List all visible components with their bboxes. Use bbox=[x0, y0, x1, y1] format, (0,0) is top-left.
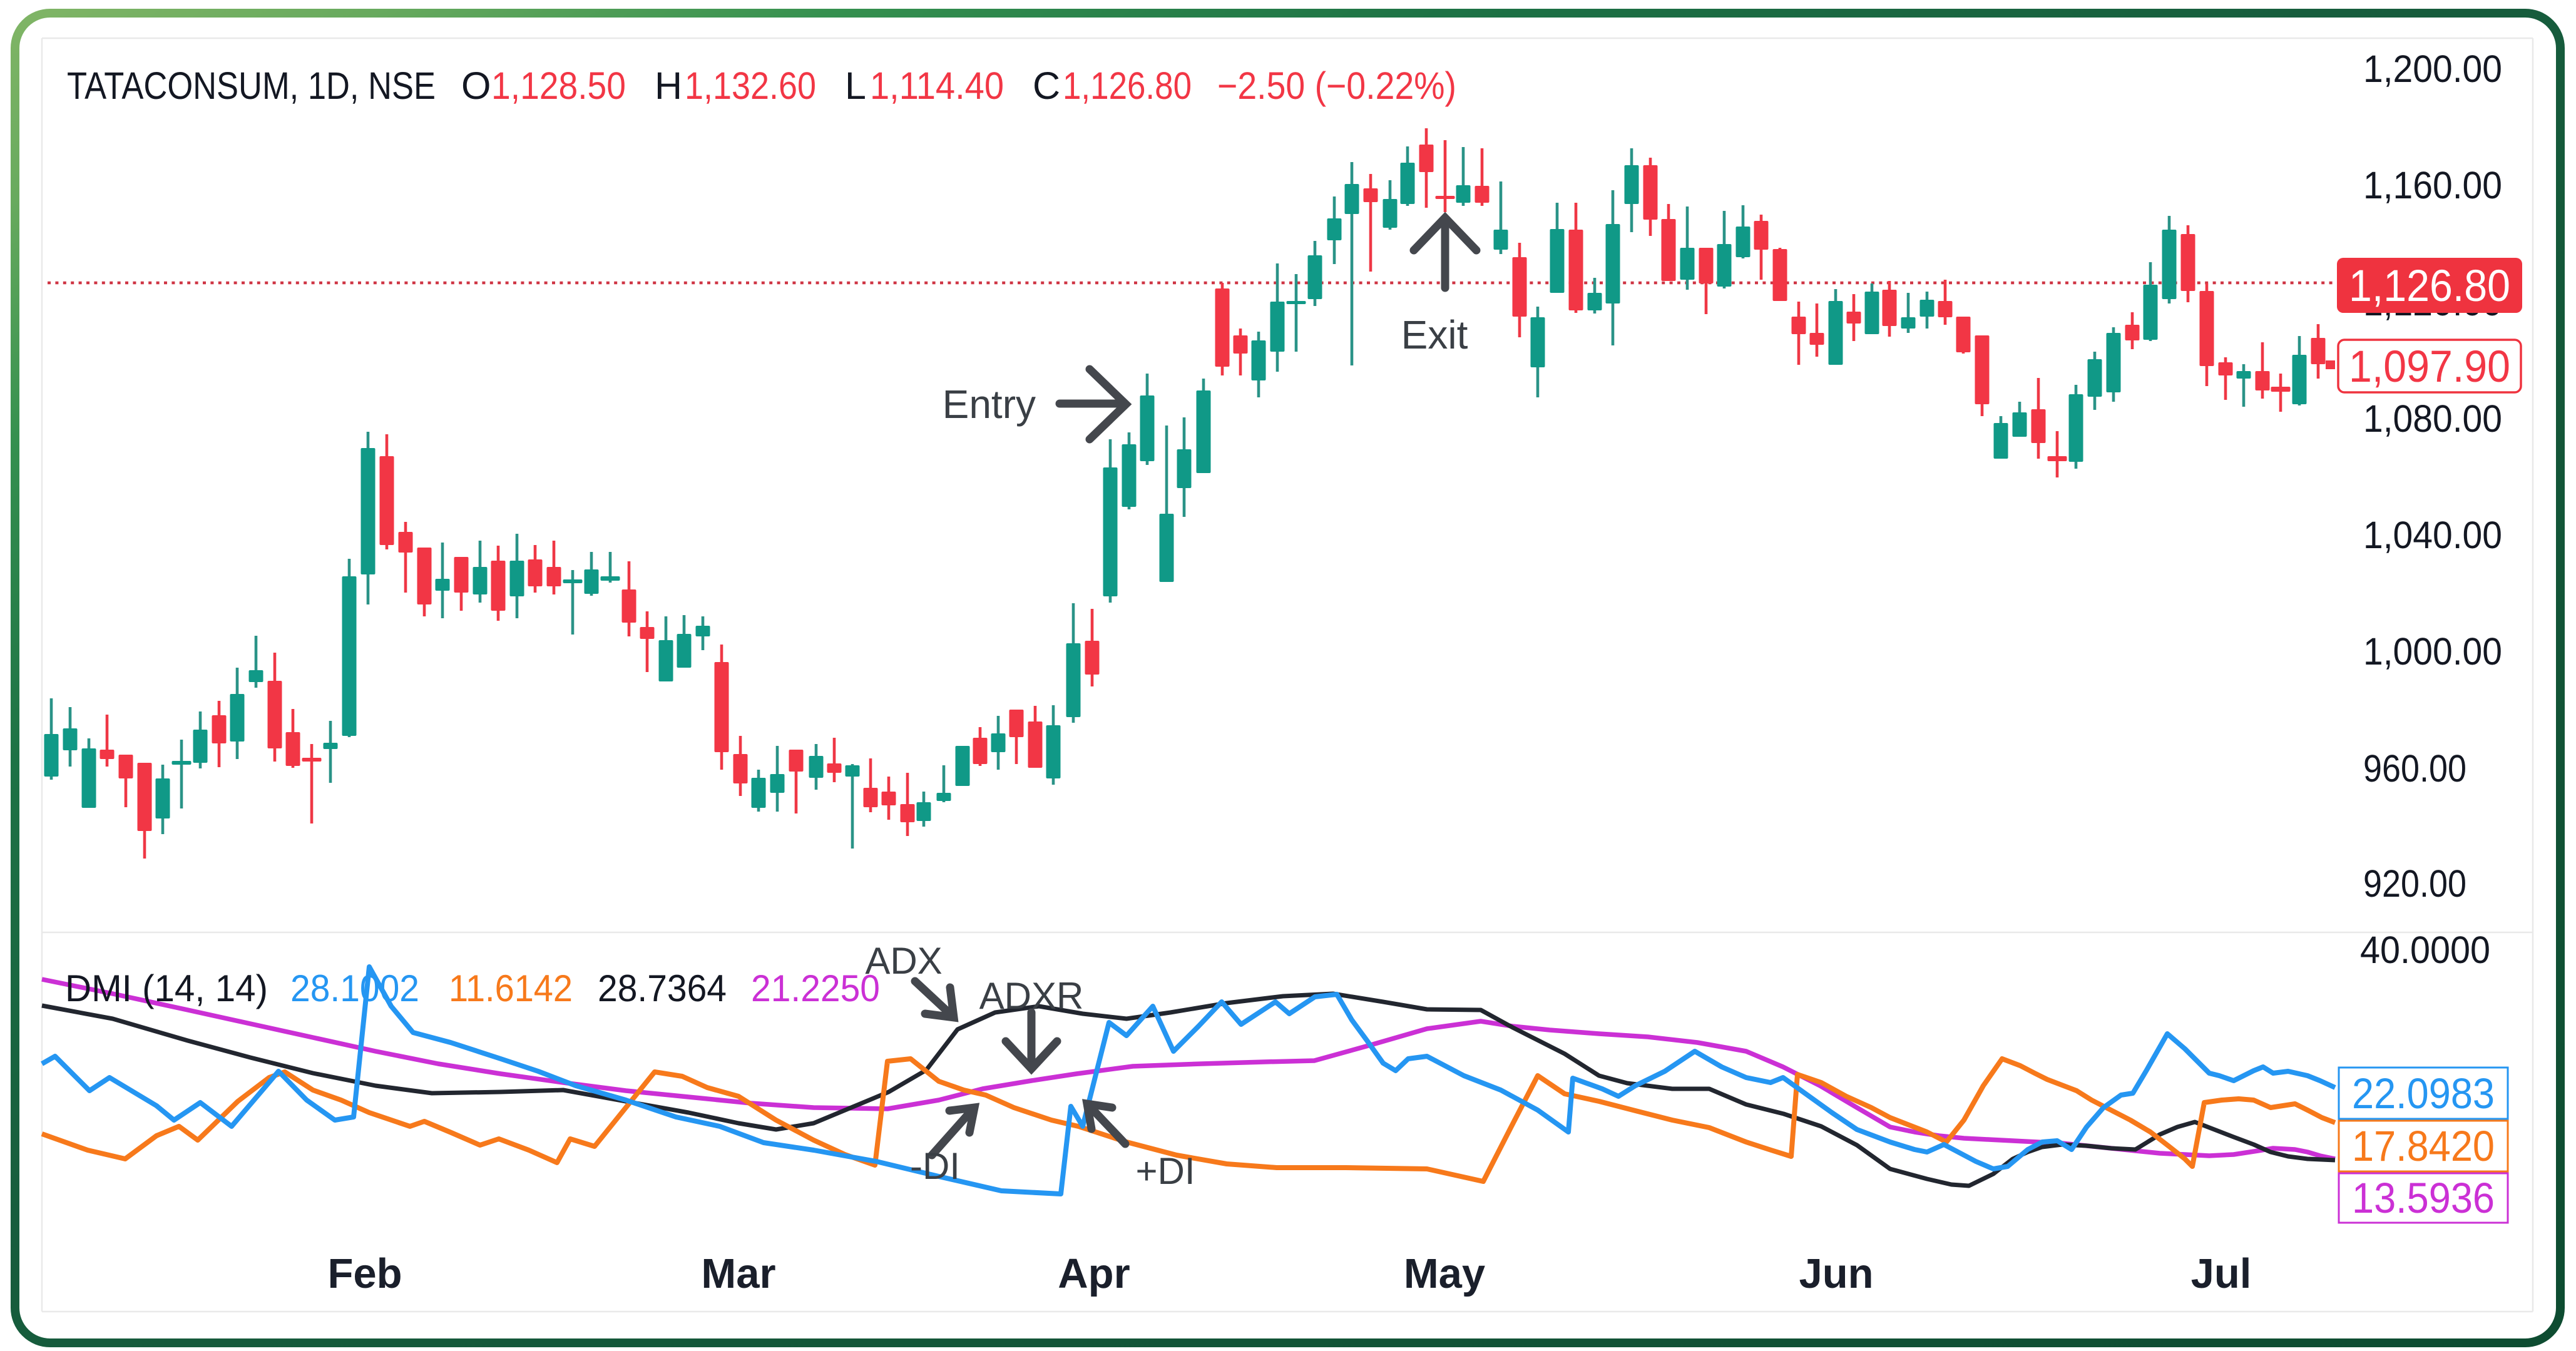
svg-text:1,097.90: 1,097.90 bbox=[2349, 342, 2510, 392]
svg-text:L: L bbox=[845, 64, 866, 107]
svg-text:-DI: -DI bbox=[910, 1145, 960, 1187]
svg-text:−2.50 (−0.22%): −2.50 (−0.22%) bbox=[1217, 64, 1456, 107]
svg-text:1,126.80: 1,126.80 bbox=[1063, 64, 1192, 107]
svg-text:C: C bbox=[1033, 64, 1060, 107]
svg-text:1,114.40: 1,114.40 bbox=[870, 64, 1004, 107]
svg-text:40.0000: 40.0000 bbox=[2360, 929, 2490, 971]
svg-text:1,000.00: 1,000.00 bbox=[2363, 630, 2502, 673]
svg-text:Exit: Exit bbox=[1401, 312, 1468, 357]
svg-text:960.00: 960.00 bbox=[2363, 747, 2466, 790]
svg-text:H: H bbox=[655, 64, 682, 107]
svg-text:O: O bbox=[461, 64, 491, 107]
svg-text:1,040.00: 1,040.00 bbox=[2363, 514, 2502, 556]
svg-text:TATACONSUM, 1D, NSE: TATACONSUM, 1D, NSE bbox=[67, 64, 436, 107]
svg-text:ADXR: ADXR bbox=[979, 975, 1084, 1017]
svg-text:1,128.50: 1,128.50 bbox=[491, 64, 626, 107]
svg-text:Mar: Mar bbox=[701, 1250, 775, 1297]
svg-text:May: May bbox=[1404, 1250, 1485, 1297]
svg-text:Entry: Entry bbox=[943, 382, 1036, 427]
svg-text:22.0983: 22.0983 bbox=[2352, 1069, 2495, 1118]
svg-text:13.5936: 13.5936 bbox=[2352, 1174, 2495, 1222]
svg-text:DMI (14, 14): DMI (14, 14) bbox=[65, 967, 268, 1009]
svg-text:1,200.00: 1,200.00 bbox=[2363, 48, 2502, 90]
svg-text:17.8420: 17.8420 bbox=[2352, 1122, 2495, 1170]
svg-text:Jun: Jun bbox=[1799, 1250, 1873, 1297]
svg-text:11.6142: 11.6142 bbox=[449, 967, 573, 1009]
svg-text:1,160.00: 1,160.00 bbox=[2363, 164, 2502, 206]
svg-text:1,080.00: 1,080.00 bbox=[2363, 397, 2502, 440]
svg-text:Apr: Apr bbox=[1058, 1250, 1130, 1297]
svg-text:ADX: ADX bbox=[865, 940, 942, 982]
svg-text:28.1002: 28.1002 bbox=[290, 967, 419, 1009]
svg-text:21.2250: 21.2250 bbox=[751, 967, 880, 1009]
svg-text:Jul: Jul bbox=[2191, 1250, 2252, 1297]
svg-text:920.00: 920.00 bbox=[2363, 862, 2466, 905]
svg-text:1,132.60: 1,132.60 bbox=[685, 64, 816, 107]
svg-text:1,126.80: 1,126.80 bbox=[2349, 262, 2510, 311]
svg-text:+DI: +DI bbox=[1135, 1150, 1195, 1192]
svg-text:28.7364: 28.7364 bbox=[598, 967, 727, 1009]
svg-text:Feb: Feb bbox=[327, 1250, 402, 1297]
